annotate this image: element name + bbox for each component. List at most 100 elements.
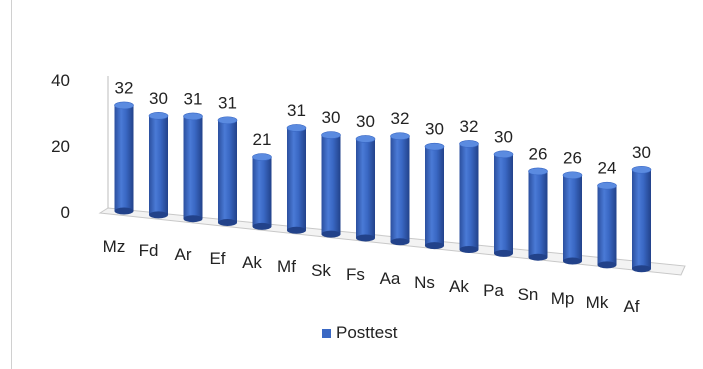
bar: [114, 101, 134, 215]
left-border-line: [11, 0, 12, 369]
bar-top: [252, 153, 272, 161]
bar-bottom: [390, 238, 410, 246]
bar: [148, 112, 169, 219]
bar-bottom: [528, 253, 548, 261]
data-label: 24: [598, 159, 617, 178]
bar-bottom: [459, 246, 479, 253]
bar-bottom: [597, 261, 617, 269]
y-tick-label: 20: [51, 137, 70, 156]
bar-body: [183, 116, 203, 219]
category-label: Ar: [175, 245, 192, 264]
legend-label: Posttest: [336, 323, 398, 342]
bar-body: [390, 136, 410, 242]
bar-body: [149, 115, 168, 215]
category-label: Sn: [518, 285, 539, 304]
bar: [286, 124, 307, 234]
bar-bottom: [114, 207, 134, 215]
bar-top: [148, 112, 169, 120]
category-label: Mp: [551, 289, 575, 308]
bar: [562, 171, 583, 265]
bar-bottom: [425, 242, 444, 250]
bar: [355, 135, 376, 242]
bar-top: [183, 112, 203, 121]
bar: [217, 116, 238, 227]
category-label: Fd: [139, 241, 159, 260]
bar-bottom: [494, 249, 513, 257]
bar: [424, 142, 445, 250]
data-label: 30: [632, 143, 651, 162]
category-label: Ns: [414, 273, 435, 292]
data-label: 26: [563, 148, 582, 167]
y-axis-ticks: 0 20 40: [51, 71, 70, 222]
data-label: 31: [218, 93, 237, 112]
bar: [597, 181, 617, 269]
bar-body: [218, 120, 237, 223]
y-tick-label: 40: [51, 71, 70, 90]
category-label: Fs: [346, 265, 365, 284]
bar-top: [390, 132, 410, 140]
category-label: Pa: [483, 281, 504, 300]
legend: Posttest: [322, 323, 397, 343]
bar-bottom: [183, 215, 203, 223]
bars: [114, 101, 652, 273]
data-label: 31: [287, 101, 306, 120]
data-label: 30: [356, 112, 375, 131]
y-tick-label: 0: [61, 203, 70, 222]
bar-bottom: [356, 234, 375, 242]
bar-bottom: [321, 230, 341, 238]
data-label: 32: [460, 117, 479, 136]
category-labels: Mz Fd Ar Ef Ak Mf Sk Fs Aa Ns Ak Pa Sn Mp Mk Af: [103, 237, 640, 316]
category-label: Mk: [586, 293, 609, 312]
bar-bottom: [287, 226, 306, 234]
category-label: Aa: [380, 269, 401, 288]
bar-top: [286, 124, 307, 132]
data-label: 32: [115, 78, 134, 97]
bar-body: [114, 105, 134, 211]
data-label: 32: [391, 109, 410, 128]
bar: [183, 112, 203, 223]
bar-body: [425, 146, 444, 246]
bar-bottom: [218, 219, 237, 227]
data-labels: 32 30 31 31 21 31 30 30 32 30 32 30 26 26 24 30: [115, 78, 651, 177]
bar-top: [528, 167, 548, 176]
category-label: Ak: [449, 277, 469, 296]
bar-top: [217, 116, 238, 125]
bar-bottom: [632, 265, 651, 273]
bar-body: [632, 169, 651, 269]
category-label: Ak: [242, 253, 262, 272]
bar-body: [252, 157, 272, 227]
bar-body: [597, 185, 617, 265]
bar-top: [424, 142, 445, 151]
bar: [493, 150, 514, 257]
data-label: 21: [253, 130, 272, 149]
bar-body: [459, 143, 479, 250]
category-label: Mf: [277, 257, 296, 276]
data-label: 30: [149, 89, 168, 108]
data-label: 26: [529, 144, 548, 163]
bar: [528, 167, 548, 261]
bar-bottom: [149, 211, 168, 219]
data-label: 31: [184, 89, 203, 108]
bar-bottom: [563, 257, 582, 265]
bar-top: [321, 131, 341, 139]
data-label: 30: [425, 120, 444, 139]
bar-top: [459, 140, 479, 148]
bar-top: [493, 150, 514, 159]
bar-bottom: [252, 222, 272, 230]
category-label: Af: [623, 297, 639, 316]
bar-body: [287, 127, 306, 231]
bar-body: [528, 171, 548, 258]
bar-top: [597, 181, 617, 190]
bar-top: [562, 171, 583, 180]
bar-top: [631, 165, 652, 174]
category-label: Ef: [209, 249, 225, 268]
category-label: Sk: [311, 261, 331, 280]
data-label: 30: [494, 127, 513, 146]
legend-swatch: [322, 328, 331, 338]
bar-top: [355, 135, 376, 143]
bar: [390, 132, 410, 246]
category-label: Mz: [103, 237, 126, 256]
bar-body: [356, 138, 375, 238]
bar: [631, 165, 652, 273]
